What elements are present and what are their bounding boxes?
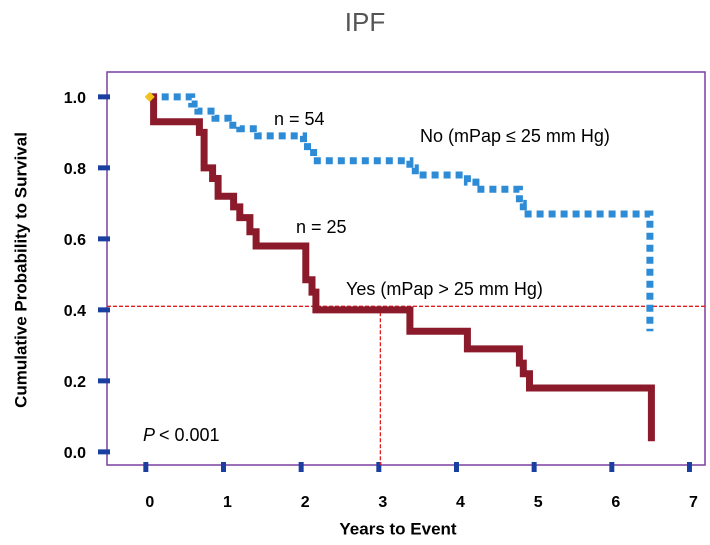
x-tick-label: 6 <box>611 494 620 511</box>
p-symbol: P <box>143 425 155 445</box>
plot-frame <box>106 71 706 466</box>
x-tick-label: 7 <box>689 494 698 511</box>
survival-curve <box>149 93 654 332</box>
p-value: P < 0.001 <box>143 425 220 445</box>
series-label: n = 54 <box>274 109 325 129</box>
y-tick-label: 0.6 <box>64 232 86 249</box>
y-tick-label: 0.2 <box>64 374 86 391</box>
y-tick-label: 0.8 <box>64 161 86 178</box>
x-tick-label: 4 <box>456 494 465 511</box>
p-text: < 0.001 <box>159 425 220 445</box>
x-axis-label: Years to Event <box>339 519 457 538</box>
x-tick-label: 0 <box>145 494 154 511</box>
series-label: n = 25 <box>296 217 347 237</box>
y-tick-label: 1.0 <box>64 90 86 107</box>
y-axis-label: Cumulative Probability to Survival <box>11 132 30 408</box>
start-marker <box>144 91 155 102</box>
series-label: Yes (mPap > 25 mm Hg) <box>346 279 543 299</box>
x-tick-label: 3 <box>378 494 387 511</box>
y-tick-label: 0.0 <box>64 445 86 462</box>
x-tick-label: 2 <box>301 494 310 511</box>
y-tick-label: 0.4 <box>64 303 86 320</box>
chart-title: IPF <box>345 7 385 37</box>
series-label: No (mPap ≤ 25 mm Hg) <box>420 126 610 146</box>
x-tick-label: 1 <box>223 494 232 511</box>
x-tick-label: 5 <box>534 494 543 511</box>
survival-curve <box>149 93 655 442</box>
